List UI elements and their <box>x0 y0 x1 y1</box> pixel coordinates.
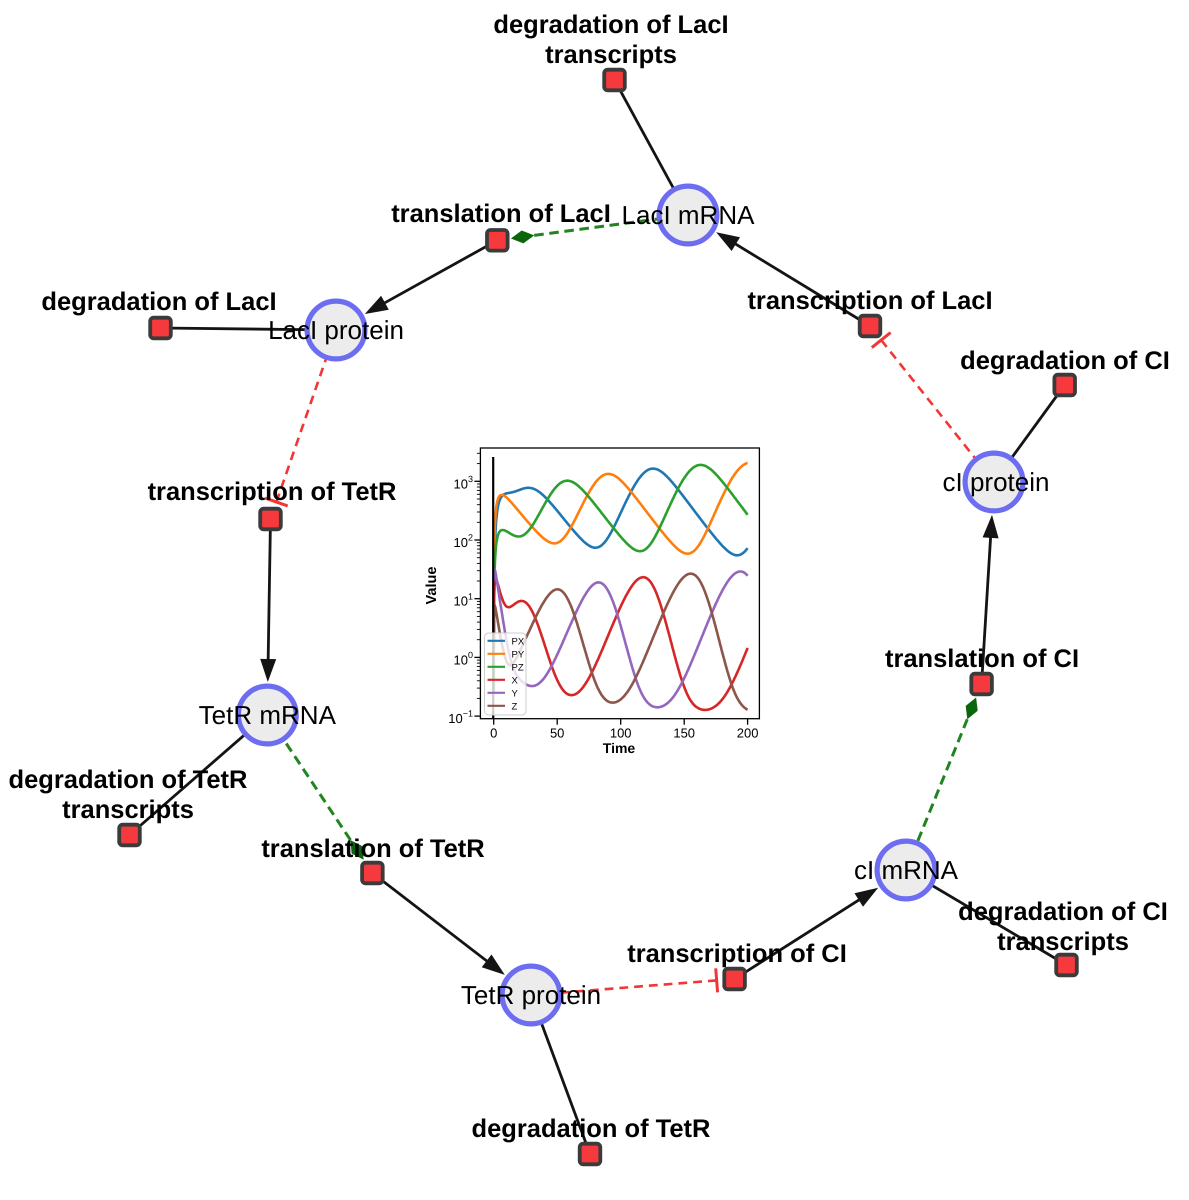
svg-text:PY: PY <box>512 649 525 660</box>
svg-text:degradation of LacI: degradation of LacI <box>493 11 728 39</box>
svg-text:cI mRNA: cI mRNA <box>854 855 959 885</box>
svg-text:0: 0 <box>490 726 497 741</box>
svg-text:Y: Y <box>512 688 519 699</box>
svg-text:Value: Value <box>424 567 440 605</box>
svg-text:TetR protein: TetR protein <box>461 980 601 1010</box>
svg-text:LacI protein: LacI protein <box>268 315 404 345</box>
svg-text:degradation of LacI: degradation of LacI <box>41 288 276 316</box>
svg-text:transcripts: transcripts <box>62 796 194 824</box>
svg-text:translation of LacI: translation of LacI <box>391 200 611 228</box>
svg-text:LacI mRNA: LacI mRNA <box>622 200 756 230</box>
svg-text:transcription of CI: transcription of CI <box>627 940 847 968</box>
svg-text:degradation of CI: degradation of CI <box>960 347 1170 375</box>
svg-text:transcription of LacI: transcription of LacI <box>747 287 992 315</box>
svg-text:10−1: 10−1 <box>448 709 473 726</box>
svg-text:200: 200 <box>737 726 759 741</box>
svg-text:PZ: PZ <box>512 662 524 673</box>
svg-text:transcripts: transcripts <box>997 928 1129 956</box>
svg-text:degradation of TetR: degradation of TetR <box>9 766 248 794</box>
svg-text:103: 103 <box>454 474 473 491</box>
svg-text:102: 102 <box>454 533 473 550</box>
svg-text:101: 101 <box>454 591 473 608</box>
svg-text:Z: Z <box>512 701 518 712</box>
svg-text:PX: PX <box>512 636 525 647</box>
svg-text:50: 50 <box>550 726 564 741</box>
svg-text:translation of TetR: translation of TetR <box>261 835 484 863</box>
svg-text:100: 100 <box>454 650 473 667</box>
svg-text:X: X <box>512 675 519 686</box>
svg-text:100: 100 <box>610 726 632 741</box>
svg-text:degradation of TetR: degradation of TetR <box>472 1115 711 1143</box>
svg-text:translation of CI: translation of CI <box>885 645 1079 673</box>
svg-text:degradation of CI: degradation of CI <box>958 898 1168 926</box>
svg-text:cI protein: cI protein <box>943 467 1050 497</box>
svg-text:TetR mRNA: TetR mRNA <box>199 700 337 730</box>
svg-text:transcription of TetR: transcription of TetR <box>148 478 397 506</box>
svg-text:150: 150 <box>673 726 695 741</box>
svg-text:transcripts: transcripts <box>545 41 677 69</box>
svg-text:Time: Time <box>603 740 636 756</box>
